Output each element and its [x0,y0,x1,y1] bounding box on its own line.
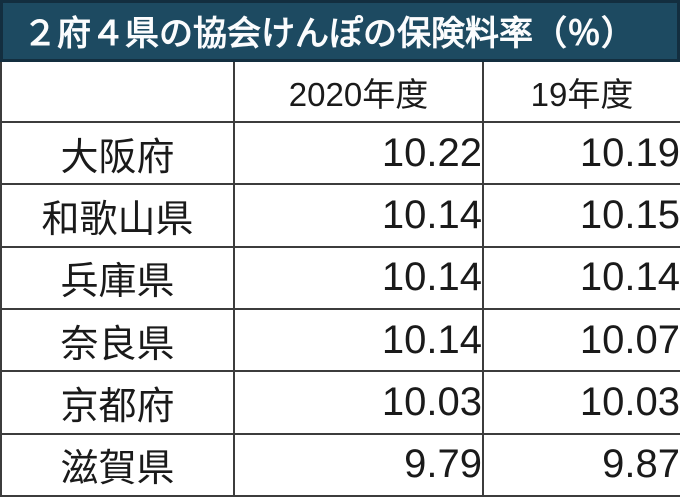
rate-fy2020: 10.22 [233,120,484,186]
table-row: 京都府 10.03 10.03 [0,370,680,435]
rate-fy2019: 10.19 [482,120,680,186]
title-bar: ２府４県の協会けんぽの保険料率（％） [0,0,680,62]
prefecture-name: 京都府 [0,370,235,435]
column-header-fy2020: 2020年度 [233,62,484,123]
rates-table: 2020年度 19年度 大阪府 10.22 10.19 和歌山県 10.14 1… [0,62,680,497]
rate-fy2020: 10.14 [233,245,484,310]
rate-fy2019: 9.87 [482,432,680,497]
rate-fy2020: 9.79 [233,432,484,497]
rate-fy2019: 10.07 [482,307,680,373]
table-row: 兵庫県 10.14 10.14 [0,245,680,310]
table-row: 和歌山県 10.14 10.15 [0,183,680,248]
header-row: 2020年度 19年度 [0,62,680,123]
rate-fy2019: 10.03 [482,370,680,435]
table-row: 滋賀県 9.79 9.87 [0,432,680,497]
rate-fy2020: 10.14 [233,183,484,248]
prefecture-name: 奈良県 [0,307,235,373]
rate-fy2019: 10.15 [482,183,680,248]
rate-fy2020: 10.14 [233,307,484,373]
prefecture-name: 大阪府 [0,120,235,186]
rate-fy2019: 10.14 [482,245,680,310]
prefecture-name: 兵庫県 [0,245,235,310]
table-row: 奈良県 10.14 10.07 [0,307,680,373]
table-row: 大阪府 10.22 10.19 [0,120,680,186]
column-header-blank [0,62,235,123]
prefecture-name: 滋賀県 [0,432,235,497]
rate-fy2020: 10.03 [233,370,484,435]
page-title: ２府４県の協会けんぽの保険料率（％） [23,14,635,53]
prefecture-name: 和歌山県 [0,183,235,248]
column-header-fy2019: 19年度 [482,62,680,123]
